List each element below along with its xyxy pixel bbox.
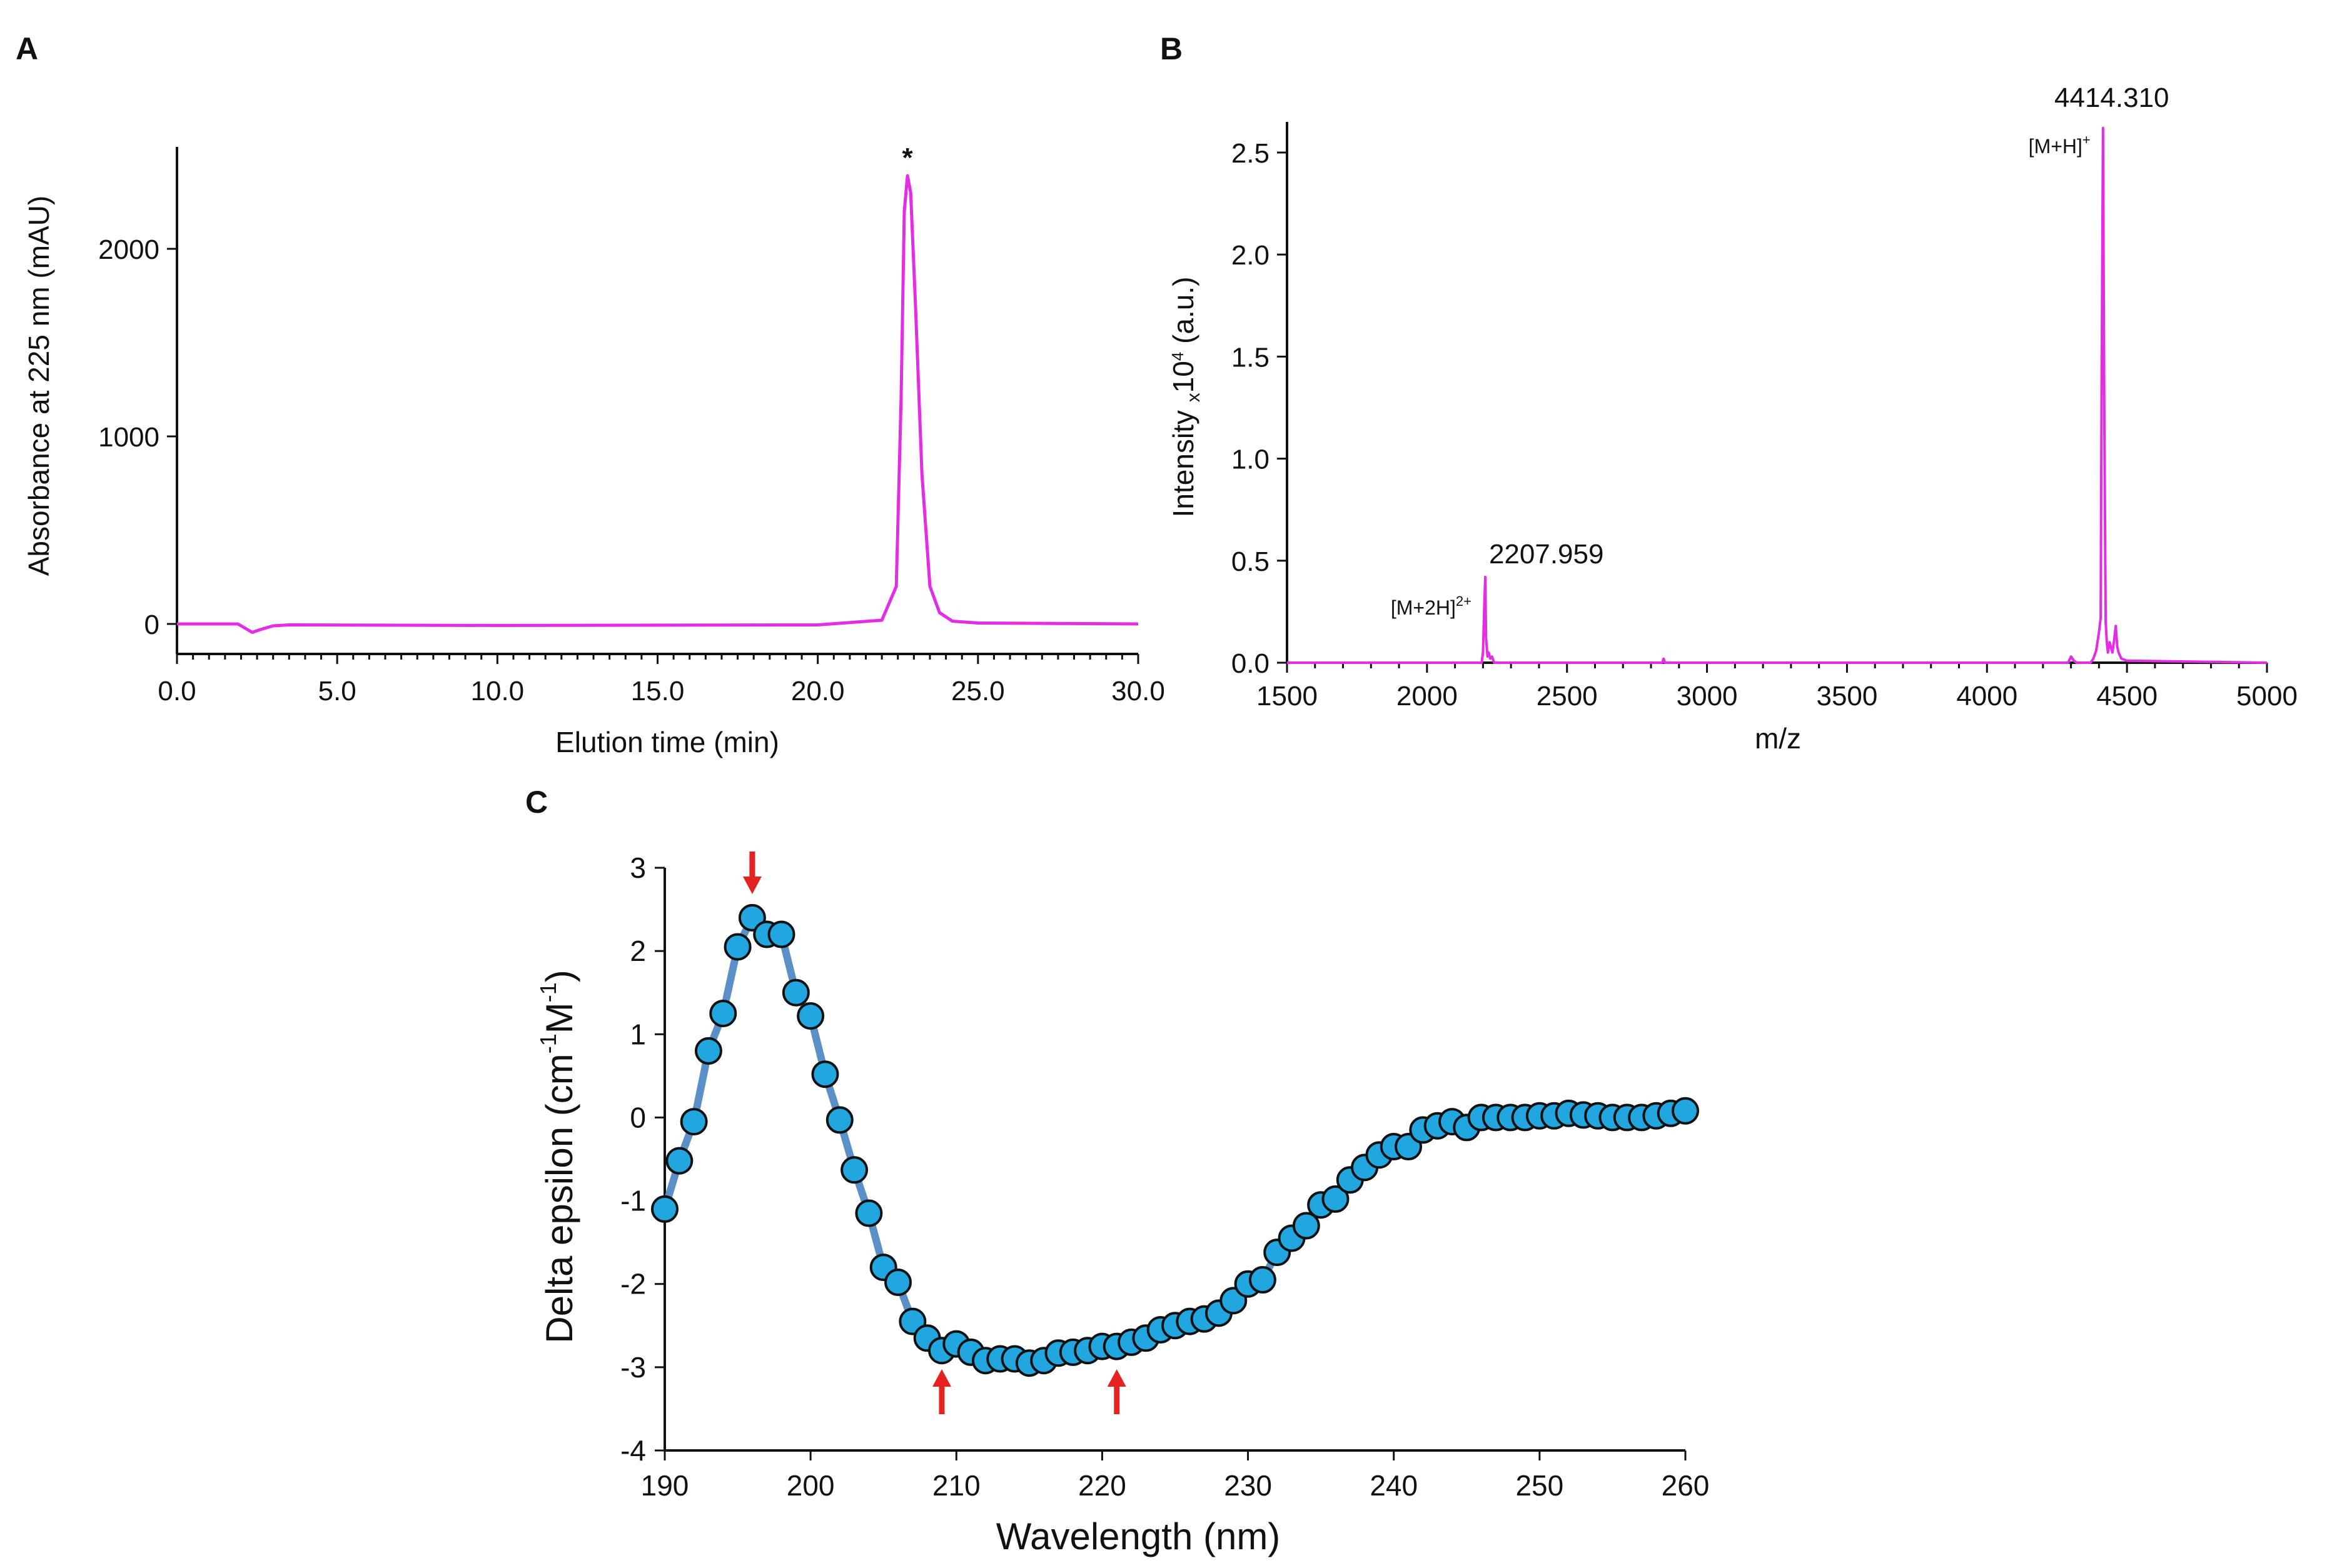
panel-c-data-point — [884, 1269, 912, 1297]
panel-a-x-tick-label: 0.0 — [158, 676, 196, 706]
panel-c-arrow-head — [1107, 1369, 1126, 1387]
panel-b-y-tick-label: 1.0 — [1231, 445, 1270, 475]
panel-c-data-point — [840, 1156, 869, 1184]
panel-a-ylabel: Absorbance at 225 nm (mAU) — [23, 196, 55, 576]
panel-b-xlabel: m/z — [1755, 722, 1801, 755]
panel-b-y-tick-label: 2.0 — [1231, 240, 1270, 271]
panel-c-x-tick-label: 200 — [787, 1469, 835, 1502]
panel-b-y-tick-label: 0.5 — [1231, 546, 1270, 577]
panel-b-x-tick-label: 2500 — [1537, 681, 1598, 711]
panel-b-letter: B — [1160, 31, 1183, 66]
panel-b-peak-mass-label: 4414.310 — [2054, 83, 2169, 113]
panel-c-data-point — [825, 1106, 854, 1134]
panel-c-x-tick-label: 230 — [1224, 1469, 1272, 1502]
panel-b-plot: 1500 2000 2500 3000 3500 4000 4500 5000 0.0 0.5 1.… — [1231, 83, 2298, 711]
panel-c-data-point — [1321, 1185, 1350, 1213]
panel-c-data-point — [709, 1000, 737, 1027]
panel-c-ylabel: Delta epsilon (cm-1M-1) — [535, 970, 580, 1344]
panel-b-x-tick-label: 4500 — [2096, 681, 2158, 711]
panel-c-data-point — [797, 1002, 825, 1030]
panel-c-data-point — [855, 1199, 883, 1227]
panel-b-peak-ion-label: [M+H]+ — [2029, 132, 2091, 158]
panel-a-x-tick-label: 30.0 — [1111, 676, 1165, 706]
panel-a-xlabel: Elution time (min) — [555, 726, 779, 758]
panel-a-y-tick-label: 1000 — [98, 422, 159, 453]
panel-c-arrow-head — [742, 877, 762, 894]
panel-c-xlabel: Wavelength (nm) — [996, 1515, 1281, 1557]
panel-c-data-point — [665, 1147, 694, 1175]
panel-b: B 1500 2000 2500 3000 3500 4000 4500 5000 0.0 0.5… — [1160, 31, 2298, 755]
panel-a: A 0.0 5.0 10.0 15.0 20.0 25.0 30.0 0 1000 2000 * E… — [16, 31, 1165, 758]
panel-c-connecting-line — [661, 913, 1689, 1367]
panel-b-x-tick-label: 3500 — [1816, 681, 1877, 711]
panel-c-x-tick-label: 250 — [1515, 1469, 1563, 1502]
panel-b-peak-ion-charge: 2+ — [1456, 593, 1471, 609]
panel-c-x-tick-label: 210 — [932, 1469, 981, 1502]
panel-b-x-tick-label: 5000 — [2236, 681, 2298, 711]
panel-b-peak-mass-label: 2207.959 — [1489, 539, 1604, 570]
panel-c-x-tick-label: 240 — [1370, 1469, 1418, 1502]
panel-a-x-tick-label: 5.0 — [318, 676, 356, 706]
panel-a-letter: A — [16, 31, 38, 66]
panel-b-ylabel: Intensity x104 (a.u.) — [1167, 277, 1204, 518]
panel-c-y-tick-label: -3 — [620, 1351, 646, 1384]
panel-c-data-point — [680, 1108, 708, 1136]
panel-c-data-point — [724, 933, 752, 961]
panel-a-peak-asterisk: * — [902, 143, 914, 173]
panel-c-data-point — [782, 978, 810, 1007]
panel-a-y-tick-label: 2000 — [98, 234, 159, 265]
panel-b-x-tick-label: 3000 — [1677, 681, 1738, 711]
panel-c-data-point — [767, 920, 795, 948]
panel-c-arrow-head — [932, 1369, 951, 1387]
panel-c-x-tick-label: 220 — [1078, 1469, 1126, 1502]
panel-c-plot: 190 200 210 220 230 240 250 260 -4 -3 -2 -1 0 1 2 3 — [620, 852, 1709, 1502]
panel-c-data-point — [1672, 1097, 1699, 1125]
panel-a-y-tick-label: 0 — [144, 610, 159, 640]
panel-c-letter: C — [525, 785, 548, 820]
panel-c-x-tick-label: 190 — [641, 1469, 689, 1502]
panel-a-x-tick-label: 25.0 — [951, 676, 1005, 706]
panel-a-x-tick-label: 10.0 — [471, 676, 525, 706]
panel-c-data-point — [694, 1037, 722, 1065]
panel-a-trace-line — [177, 174, 1139, 634]
panel-c-y-tick-label: 3 — [630, 852, 646, 884]
panel-b-spectrum-line — [1287, 126, 2268, 664]
panel-c-y-tick-label: -1 — [620, 1185, 646, 1217]
panel-c-x-tick-label: 260 — [1662, 1469, 1710, 1502]
panel-c-data-point — [651, 1195, 679, 1223]
panel-b-y-tick-label: 1.5 — [1231, 342, 1270, 373]
panel-b-peak-ion-charge: + — [2082, 132, 2091, 148]
panel-c-y-tick-label: 0 — [630, 1101, 646, 1133]
panel-c-data-point — [811, 1060, 839, 1088]
panel-b-peak-ion-label: [M+2H]2+ — [1391, 593, 1471, 619]
panel-b-y-tick-label: 2.5 — [1231, 138, 1270, 169]
panel-b-x-tick-label: 2000 — [1396, 681, 1458, 711]
panel-c-data-point — [1292, 1212, 1320, 1240]
panel-c-y-tick-label: 1 — [630, 1018, 646, 1050]
panel-a-x-tick-label: 15.0 — [631, 676, 685, 706]
panel-b-y-tick-label: 0.0 — [1231, 648, 1270, 679]
panel-a-x-tick-label: 20.0 — [791, 676, 845, 706]
panel-c: C 190 200 210 220 230 240 250 260 -4 -3 -2 -1 0 1 2 3 W… — [525, 785, 1709, 1557]
panel-c-y-tick-label: 2 — [630, 935, 646, 967]
panel-c-data-point — [1248, 1266, 1276, 1294]
panel-b-x-tick-label: 1500 — [1256, 681, 1318, 711]
panel-a-plot: 0.0 5.0 10.0 15.0 20.0 25.0 30.0 0 1000 2000 * — [98, 143, 1165, 706]
panel-b-x-tick-label: 4000 — [1956, 681, 2017, 711]
panel-c-y-tick-label: -2 — [620, 1268, 646, 1300]
panel-c-y-tick-label: -4 — [620, 1434, 646, 1467]
